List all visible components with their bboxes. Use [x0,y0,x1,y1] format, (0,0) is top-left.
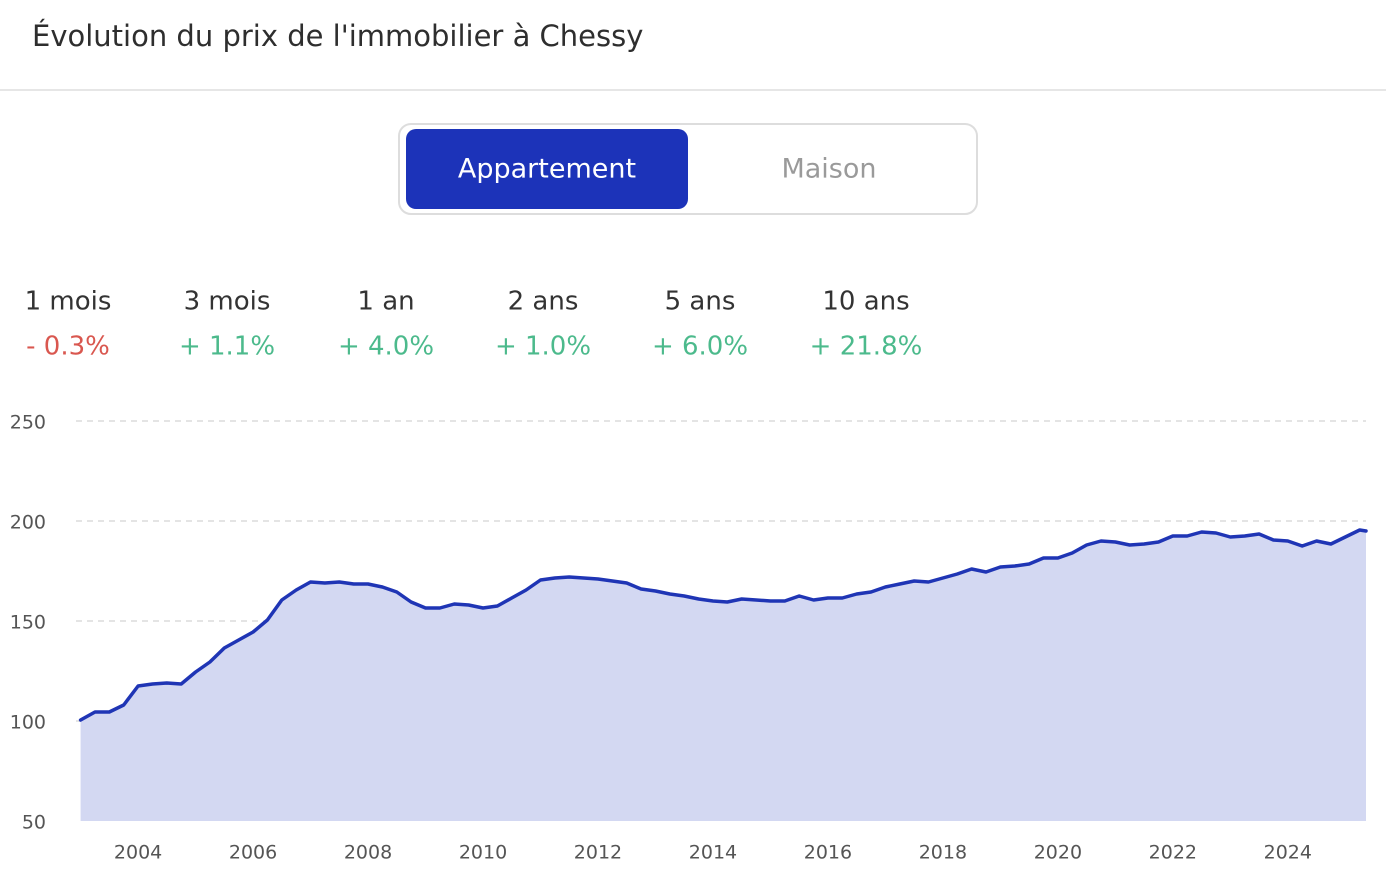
y-tick-label: 50 [22,812,46,834]
toggle-label[interactable]: Maison [781,154,876,185]
toggle-option[interactable]: Appartement [406,129,688,209]
toggle-label[interactable]: Appartement [458,154,636,185]
stat-label: 1 an [357,287,414,317]
stat-value: + 4.0% [338,332,434,362]
stat-value: + 6.0% [652,332,748,362]
stat-label: 1 mois [25,287,112,317]
area [80,530,1367,821]
x-tick-label: 2022 [1149,842,1197,864]
stat-value: + 21.8% [810,332,923,362]
page-title: Évolution du prix de l'immobilier à Ches… [32,19,643,53]
x-tick-label: 2018 [919,842,967,864]
x-tick-label: 2016 [804,842,852,864]
stat-value: + 1.0% [495,332,591,362]
toggle-option[interactable]: Maison [688,129,970,209]
y-tick-label: 200 [10,512,46,534]
stat-label: 5 ans [665,287,736,317]
stat-label: 2 ans [508,287,579,317]
x-tick-label: 2008 [344,842,392,864]
x-tick-label: 2014 [689,842,737,864]
line [78,528,1368,722]
x-tick-label: 2006 [229,842,277,864]
x-tick-label: 2010 [459,842,507,864]
toggle-button[interactable] [406,129,688,209]
y-tick-label: 100 [10,712,46,734]
y-tick-label: 150 [10,612,46,634]
stat-value: - 0.3% [26,332,110,362]
stat-label: 3 mois [184,287,271,317]
y-tick-label: 250 [10,412,46,434]
stat-label: 10 ans [822,287,909,317]
x-tick-label: 2020 [1034,842,1082,864]
stat-value: + 1.1% [179,332,275,362]
x-tick-label: 2012 [574,842,622,864]
x-tick-label: 2004 [114,842,162,864]
x-tick-label: 2024 [1264,842,1312,864]
